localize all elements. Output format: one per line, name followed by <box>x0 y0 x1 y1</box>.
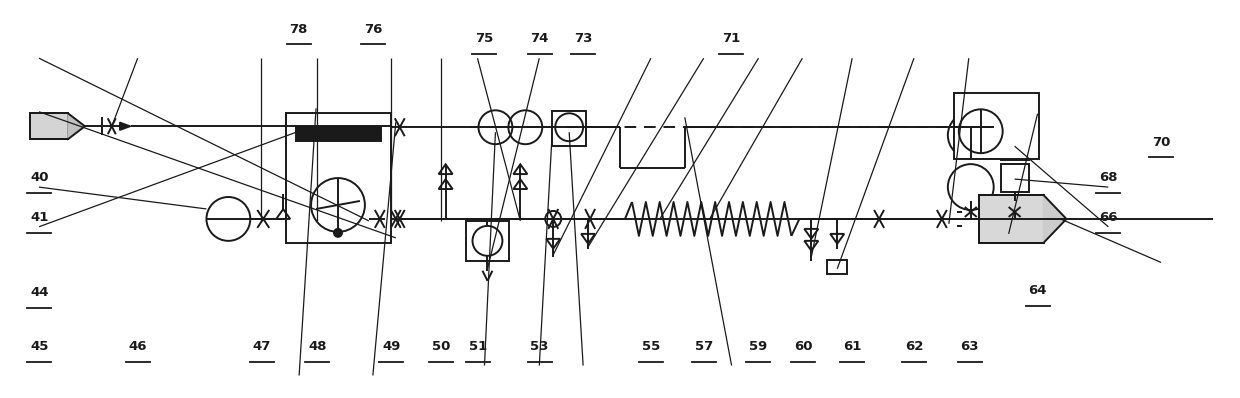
Text: 64: 64 <box>1028 284 1047 297</box>
Text: 59: 59 <box>749 340 768 353</box>
Bar <box>30 113 68 139</box>
Bar <box>296 127 381 141</box>
Text: 78: 78 <box>289 23 308 35</box>
Bar <box>954 94 1039 159</box>
Bar <box>286 113 391 243</box>
Bar <box>1001 132 1028 160</box>
Text: 46: 46 <box>129 340 148 353</box>
Text: 70: 70 <box>1152 136 1171 148</box>
Bar <box>465 221 510 261</box>
Text: 47: 47 <box>253 340 270 353</box>
Text: 75: 75 <box>475 32 494 45</box>
Text: 45: 45 <box>30 340 48 353</box>
Text: 48: 48 <box>308 340 326 353</box>
Text: 68: 68 <box>1099 171 1117 184</box>
Text: 49: 49 <box>382 340 401 353</box>
Text: 73: 73 <box>574 32 593 45</box>
Text: 41: 41 <box>30 211 48 224</box>
Text: 53: 53 <box>531 340 549 353</box>
Bar <box>552 111 587 146</box>
Text: 51: 51 <box>469 340 487 353</box>
Text: 60: 60 <box>794 340 812 353</box>
Text: 44: 44 <box>30 286 48 299</box>
Polygon shape <box>1044 195 1066 243</box>
Circle shape <box>334 229 342 237</box>
Polygon shape <box>120 122 130 130</box>
Text: 62: 62 <box>905 340 924 353</box>
Text: 74: 74 <box>531 32 549 45</box>
Text: 61: 61 <box>843 340 862 353</box>
Text: 55: 55 <box>642 340 660 353</box>
Polygon shape <box>68 113 84 139</box>
Text: 50: 50 <box>432 340 450 353</box>
Text: 66: 66 <box>1099 211 1117 224</box>
Text: 63: 63 <box>961 340 978 353</box>
Text: 76: 76 <box>363 23 382 35</box>
Text: 40: 40 <box>30 171 48 184</box>
Bar <box>1001 164 1028 192</box>
Text: 57: 57 <box>694 340 713 353</box>
Text: 71: 71 <box>722 32 740 45</box>
Bar <box>827 260 847 274</box>
Bar <box>978 195 1044 243</box>
